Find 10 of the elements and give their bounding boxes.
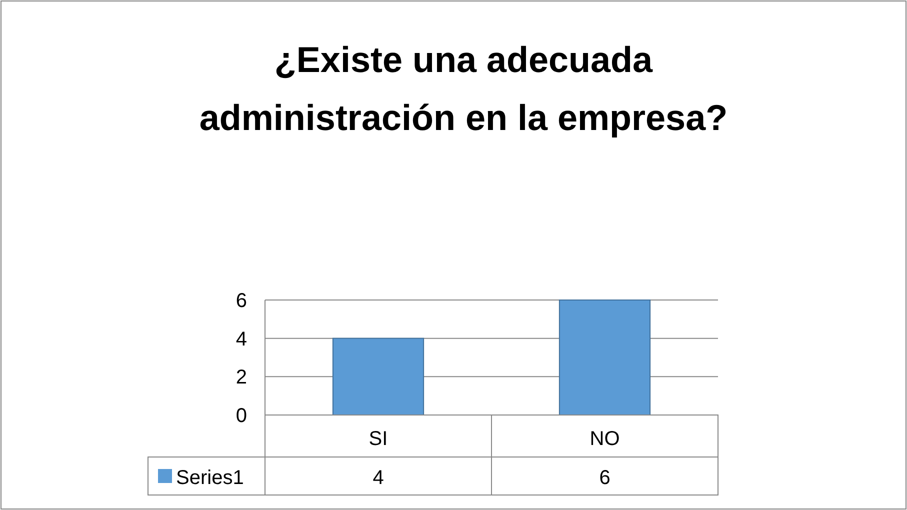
chart-title: ¿Existe una adecuada administración en la empresa? <box>199 39 728 138</box>
x-tick-label: SI <box>368 428 388 450</box>
y-tick-label: 2 <box>236 366 247 389</box>
legend-label: Series1 <box>176 467 244 489</box>
x-tick-label: NO <box>590 428 620 450</box>
data-label: 4 <box>372 467 384 489</box>
y-tick-label: 0 <box>236 405 247 427</box>
y-tick-label: 4 <box>236 328 247 350</box>
y-tick-label: 6 <box>236 290 247 312</box>
data-label: 6 <box>599 467 610 489</box>
